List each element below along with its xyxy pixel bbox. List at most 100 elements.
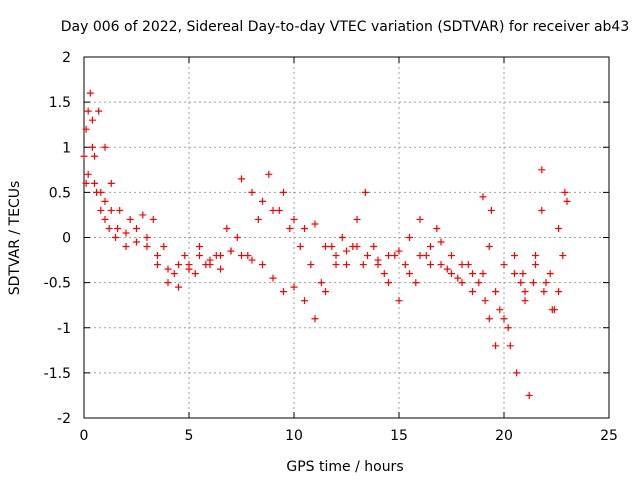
- data-point: [88, 143, 96, 151]
- data-point: [275, 206, 283, 214]
- data-point: [116, 206, 124, 214]
- data-point: [311, 220, 319, 228]
- data-point: [511, 270, 518, 278]
- data-point: [395, 247, 403, 255]
- data-point: [191, 270, 199, 278]
- data-point: [269, 206, 277, 214]
- data-point: [107, 206, 115, 214]
- data-point: [91, 179, 98, 187]
- data-point: [443, 265, 451, 273]
- data-point: [259, 261, 266, 269]
- data-point: [95, 107, 103, 115]
- data-point: [269, 274, 277, 282]
- data-point: [212, 252, 220, 260]
- data-point: [185, 265, 193, 273]
- x-tick-label: 0: [80, 428, 89, 444]
- data-point: [286, 224, 294, 232]
- data-point: [296, 243, 304, 251]
- data-point: [196, 252, 203, 260]
- data-point: [122, 243, 130, 251]
- data-point: [464, 261, 472, 269]
- y-tick-label: 0: [62, 231, 71, 247]
- data-point: [485, 243, 493, 251]
- data-point: [280, 188, 287, 196]
- data-point: [332, 261, 340, 269]
- x-tick-label: 25: [600, 428, 618, 444]
- x-axis-label: GPS time / hours: [286, 459, 403, 475]
- data-point: [532, 261, 539, 269]
- data-point: [513, 369, 521, 377]
- data-point: [164, 279, 172, 287]
- data-point: [479, 270, 487, 278]
- axis-ticks: 0 5 10 15 20 25 -2 -1.5 -1 -0.5 0 0.5 1 1.5 2: [44, 50, 618, 444]
- data-point: [519, 270, 527, 278]
- data-point: [475, 279, 483, 287]
- y-tick-label: -2: [57, 411, 71, 427]
- data-point: [427, 261, 434, 269]
- data-point: [406, 234, 413, 241]
- data-point: [149, 215, 157, 223]
- data-point: [532, 252, 539, 260]
- data-point: [175, 283, 182, 291]
- data-points: [80, 89, 571, 399]
- data-point: [380, 270, 388, 278]
- grid-lines: [84, 57, 609, 418]
- x-tick-label: 10: [285, 428, 303, 444]
- data-point: [97, 188, 105, 196]
- data-point: [107, 179, 115, 187]
- data-point: [454, 274, 462, 282]
- data-point: [529, 279, 537, 287]
- data-point: [448, 252, 455, 260]
- data-point: [244, 252, 252, 260]
- data-point: [317, 279, 325, 287]
- data-point: [504, 324, 512, 332]
- data-point: [542, 279, 550, 287]
- data-point: [101, 143, 109, 151]
- data-point: [181, 252, 189, 260]
- data-point: [361, 188, 369, 196]
- data-point: [422, 252, 430, 260]
- data-point: [332, 252, 340, 260]
- y-tick-label: 0.5: [49, 185, 71, 201]
- data-point: [492, 288, 500, 296]
- data-point: [338, 234, 346, 241]
- data-point: [563, 197, 571, 205]
- data-point: [349, 243, 357, 251]
- y-axis-label: SDTVAR / TECUs: [7, 181, 23, 296]
- data-point: [448, 270, 455, 278]
- data-point: [370, 243, 378, 251]
- data-point: [385, 252, 392, 260]
- data-point: [97, 206, 105, 214]
- data-point: [458, 279, 466, 287]
- data-point: [500, 261, 508, 269]
- data-point: [238, 175, 245, 183]
- data-point: [437, 261, 445, 269]
- data-point: [290, 283, 298, 291]
- data-point: [233, 234, 241, 241]
- data-point: [126, 215, 134, 223]
- data-point: [248, 256, 256, 264]
- data-point: [517, 279, 525, 287]
- y-tick-label: 2: [62, 50, 71, 66]
- data-point: [322, 288, 329, 296]
- y-tick-label: 1: [62, 140, 71, 156]
- data-point: [496, 306, 504, 314]
- data-point: [427, 243, 434, 251]
- data-point: [280, 288, 287, 296]
- data-point: [143, 243, 151, 251]
- data-point: [416, 252, 424, 260]
- data-point: [521, 297, 529, 305]
- data-point: [139, 211, 147, 219]
- data-point: [154, 261, 161, 269]
- data-point: [546, 270, 554, 278]
- data-point: [248, 188, 256, 196]
- data-point: [391, 252, 399, 260]
- data-point: [164, 265, 172, 273]
- x-tick-label: 15: [390, 428, 408, 444]
- data-point: [538, 166, 546, 174]
- data-point: [133, 238, 140, 246]
- data-point: [561, 188, 569, 196]
- data-point: [343, 261, 350, 269]
- data-point: [500, 315, 508, 323]
